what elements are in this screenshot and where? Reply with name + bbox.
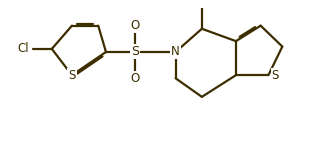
- Text: S: S: [272, 69, 279, 82]
- Text: O: O: [131, 72, 140, 85]
- Text: O: O: [131, 19, 140, 32]
- Text: N: N: [171, 45, 180, 58]
- Text: S: S: [131, 45, 139, 58]
- Text: S: S: [68, 69, 76, 82]
- Text: Cl: Cl: [17, 42, 29, 55]
